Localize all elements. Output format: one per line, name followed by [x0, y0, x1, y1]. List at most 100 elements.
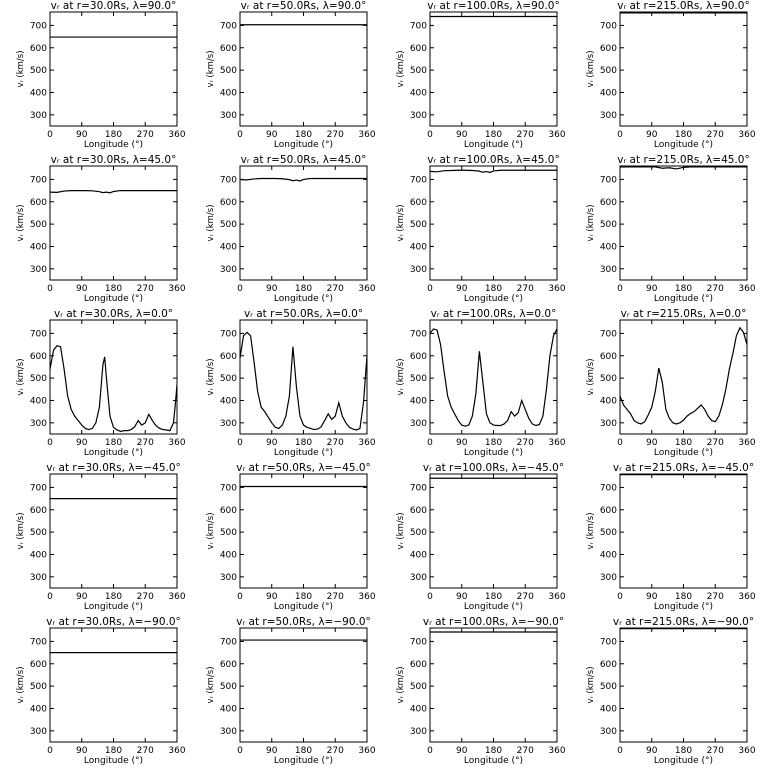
x-tick-label: 360 — [168, 592, 185, 602]
x-tick-label: 270 — [517, 592, 534, 602]
x-axis-label: Longitude (°) — [464, 602, 523, 612]
y-axis-label: vᵣ (km/s) — [206, 204, 216, 241]
y-tick-label: 400 — [30, 242, 47, 252]
y-tick-label: 300 — [30, 111, 47, 121]
y-axis-label: vᵣ (km/s) — [206, 666, 216, 703]
x-tick-label: 360 — [168, 284, 185, 294]
x-tick-label: 90 — [456, 438, 468, 448]
x-tick-label: 0 — [427, 438, 433, 448]
x-axis-label: Longitude (°) — [84, 756, 143, 766]
x-tick-label: 0 — [237, 438, 243, 448]
x-axis-label: Longitude (°) — [274, 294, 333, 304]
x-tick-label: 90 — [646, 130, 658, 140]
y-tick-label: 300 — [220, 111, 237, 121]
y-tick-label: 300 — [410, 111, 427, 121]
x-tick-label: 180 — [485, 130, 502, 140]
x-axis-label: Longitude (°) — [274, 448, 333, 458]
y-tick-label: 400 — [30, 550, 47, 560]
y-tick-label: 300 — [600, 573, 617, 583]
x-axis-label: Longitude (°) — [464, 448, 523, 458]
y-tick-label: 500 — [600, 220, 617, 230]
x-tick-label: 270 — [707, 284, 724, 294]
x-tick-label: 90 — [76, 284, 88, 294]
x-tick-label: 0 — [47, 592, 53, 602]
y-tick-label: 600 — [30, 198, 47, 208]
x-tick-label: 360 — [168, 438, 185, 448]
y-tick-label: 500 — [30, 528, 47, 538]
x-tick-label: 90 — [646, 284, 658, 294]
x-axis-label: Longitude (°) — [654, 140, 713, 150]
chart-title: vᵣ at r=215.0Rs, λ=−90.0° — [613, 616, 754, 628]
x-axis-label: Longitude (°) — [654, 448, 713, 458]
y-tick-label: 600 — [30, 44, 47, 54]
x-tick-label: 180 — [105, 438, 122, 448]
x-tick-label: 270 — [517, 130, 534, 140]
y-tick-label: 600 — [30, 506, 47, 516]
y-tick-label: 300 — [220, 573, 237, 583]
x-tick-label: 270 — [327, 438, 344, 448]
x-tick-label: 0 — [47, 284, 53, 294]
y-axis-label: vᵣ (km/s) — [586, 512, 596, 549]
x-tick-label: 0 — [237, 592, 243, 602]
chart-title: vᵣ at r=50.0Rs, λ=90.0° — [241, 0, 367, 12]
chart-title: vᵣ at r=100.0Rs, λ=0.0° — [431, 308, 557, 320]
x-tick-label: 0 — [427, 746, 433, 756]
x-tick-label: 180 — [295, 284, 312, 294]
y-tick-label: 500 — [410, 374, 427, 384]
y-tick-label: 500 — [30, 682, 47, 692]
plot-frame — [49, 319, 178, 435]
y-tick-label: 500 — [220, 682, 237, 692]
chart-title: vᵣ at r=50.0Rs, λ=0.0° — [244, 308, 363, 320]
x-tick-label: 180 — [485, 592, 502, 602]
plot-frame — [49, 473, 178, 589]
y-axis-label: vᵣ (km/s) — [206, 512, 216, 549]
plot-frame — [429, 165, 558, 281]
series-line — [50, 189, 177, 194]
y-tick-label: 400 — [30, 88, 47, 98]
x-tick-label: 270 — [137, 438, 154, 448]
y-tick-label: 400 — [410, 242, 427, 252]
chart-title: vᵣ at r=100.0Rs, λ=−90.0° — [423, 616, 564, 628]
chart-title: vᵣ at r=215.0Rs, λ=0.0° — [621, 308, 747, 320]
y-tick-label: 300 — [30, 573, 47, 583]
y-tick-label: 300 — [220, 265, 237, 275]
x-tick-label: 180 — [485, 438, 502, 448]
plot-frame — [619, 627, 748, 743]
y-tick-label: 700 — [220, 329, 237, 339]
y-tick-label: 600 — [600, 352, 617, 362]
y-tick-label: 400 — [30, 704, 47, 714]
y-tick-label: 500 — [220, 374, 237, 384]
y-tick-label: 600 — [600, 44, 617, 54]
x-tick-label: 0 — [427, 592, 433, 602]
y-tick-label: 500 — [30, 220, 47, 230]
y-tick-label: 300 — [410, 727, 427, 737]
x-tick-label: 270 — [707, 438, 724, 448]
y-tick-label: 600 — [410, 198, 427, 208]
plot-frame — [619, 11, 748, 127]
x-tick-label: 0 — [617, 592, 623, 602]
x-tick-label: 90 — [266, 592, 278, 602]
chart-title: vᵣ at r=100.0Rs, λ=45.0° — [427, 154, 559, 166]
y-tick-label: 300 — [410, 265, 427, 275]
y-tick-label: 600 — [600, 506, 617, 516]
y-tick-label: 400 — [600, 88, 617, 98]
series-line — [430, 328, 557, 427]
chart-title: vᵣ at r=30.0Rs, λ=−45.0° — [46, 462, 181, 474]
plot-frame — [619, 165, 748, 281]
x-axis-label: Longitude (°) — [654, 602, 713, 612]
x-tick-label: 0 — [617, 130, 623, 140]
x-tick-label: 360 — [738, 284, 755, 294]
y-tick-label: 500 — [600, 528, 617, 538]
y-axis-label: vᵣ (km/s) — [396, 50, 406, 87]
x-tick-label: 360 — [358, 746, 375, 756]
x-axis-label: Longitude (°) — [464, 140, 523, 150]
y-axis-label: vᵣ (km/s) — [586, 358, 596, 395]
plot-frame — [429, 11, 558, 127]
y-tick-label: 400 — [220, 704, 237, 714]
y-tick-label: 700 — [600, 483, 617, 493]
